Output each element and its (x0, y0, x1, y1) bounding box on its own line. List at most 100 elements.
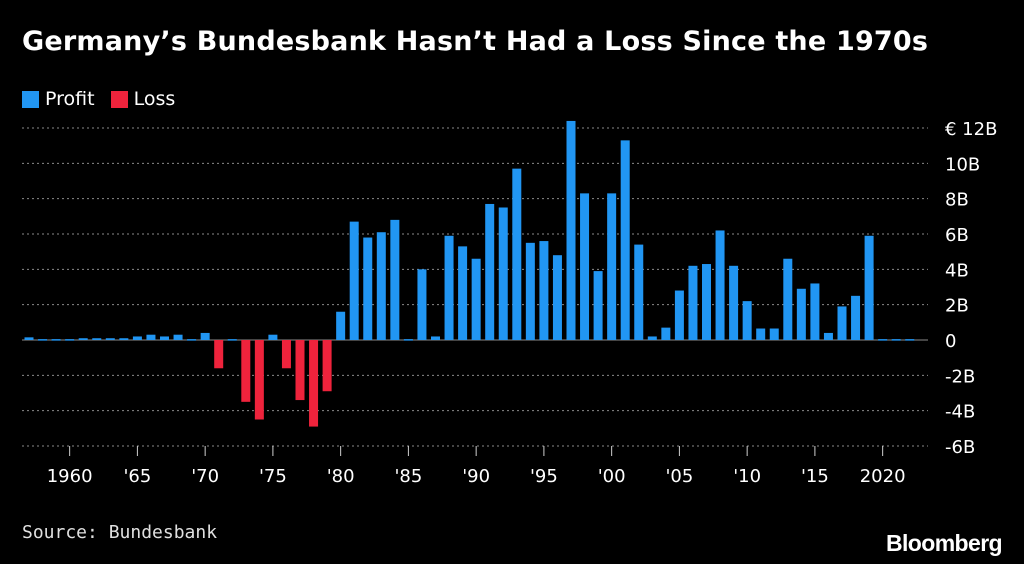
bar-1994 (525, 242, 535, 340)
bar-1990 (471, 258, 481, 340)
bar-1988 (444, 235, 454, 340)
bar-1992 (498, 207, 508, 340)
bar-1963 (105, 338, 115, 340)
bar-2005 (674, 290, 684, 340)
x-tick-label: '75 (259, 466, 287, 487)
bar-1965 (132, 336, 142, 340)
bar-2003 (647, 336, 657, 340)
bar-2015 (810, 283, 820, 340)
bar-1969 (187, 339, 197, 341)
source-note: Source: Bundesbank (22, 522, 218, 543)
y-tick-label: 0 (945, 331, 956, 352)
y-tick-label: 6B (945, 225, 969, 246)
x-tick-label: '00 (598, 466, 626, 487)
x-tick-label: '80 (327, 466, 355, 487)
y-tick-label: € 12B (945, 119, 997, 140)
legend-item-profit: Profit (22, 88, 95, 110)
bar-1967 (160, 336, 169, 340)
y-tick-label: -4B (945, 402, 975, 423)
bar-2014 (796, 288, 806, 340)
bar-1973 (241, 340, 251, 402)
bar-1974 (254, 340, 264, 420)
bar-1977 (295, 340, 305, 401)
bar-1978 (309, 340, 319, 427)
bar-1999 (593, 271, 603, 340)
bar-1971 (214, 340, 224, 369)
bar-2002 (634, 244, 644, 340)
bar-2019 (864, 235, 874, 340)
bar-2013 (783, 258, 793, 340)
bar-1982 (363, 237, 373, 340)
bar-1980 (336, 311, 346, 340)
bar-1964 (119, 338, 129, 340)
bar-1961 (78, 338, 88, 340)
bar-1986 (417, 269, 427, 340)
bar-1960 (65, 339, 75, 341)
bar-1987 (431, 336, 440, 340)
bar-2018 (851, 295, 861, 340)
bars (24, 120, 915, 427)
bar-1995 (539, 241, 549, 340)
bar-1976 (281, 340, 291, 369)
bar-1997 (566, 120, 576, 340)
x-tick-label: '70 (191, 466, 219, 487)
bar-2012 (769, 328, 779, 340)
bar-1996 (552, 255, 562, 340)
legend-label-profit: Profit (45, 88, 95, 110)
legend-item-loss: Loss (110, 88, 176, 110)
bar-1983 (376, 232, 386, 340)
bar-2006 (688, 265, 698, 340)
bar-2020 (878, 339, 888, 341)
bar-1998 (580, 193, 590, 340)
bar-2021 (891, 339, 901, 341)
x-tick-label: '05 (665, 466, 693, 487)
x-tick-label: '90 (462, 466, 490, 487)
bloomberg-logo: Bloomberg (886, 530, 1003, 556)
y-tick-label: 10B (945, 154, 980, 175)
x-tick-label: '10 (733, 466, 761, 487)
bar-2004 (661, 327, 671, 340)
bar-1958 (38, 339, 48, 341)
legend-swatch-loss (110, 90, 128, 108)
bar-2017 (837, 306, 847, 340)
bar-1981 (349, 221, 359, 340)
chart-title: Germany’s Bundesbank Hasn’t Had a Loss S… (22, 26, 929, 57)
x-axis: 1960 '65 '70 '75 '80 '85 '90 '95 '00 '05 '10 '15 202… (47, 446, 906, 487)
x-tick-label: 1960 (47, 466, 93, 487)
bar-1975 (268, 334, 278, 340)
x-tick-label: '65 (123, 466, 151, 487)
bar-1962 (92, 338, 102, 340)
bar-1984 (390, 219, 400, 340)
bar-1985 (403, 339, 413, 341)
bar-1957 (24, 337, 34, 340)
bar-2007 (702, 264, 711, 340)
bar-1968 (173, 334, 183, 340)
bar-1989 (458, 246, 468, 340)
legend: Profit Loss (22, 88, 191, 110)
bar-1979 (322, 340, 332, 392)
x-tick-label: '15 (801, 466, 829, 487)
bar-2000 (607, 193, 617, 340)
bar-1991 (485, 203, 495, 340)
bar-1970 (200, 332, 210, 340)
bar-2009 (729, 265, 739, 340)
bar-2022 (905, 339, 915, 341)
bar-2008 (715, 230, 725, 340)
bar-1993 (512, 168, 522, 340)
bar-2001 (620, 140, 630, 340)
bar-1966 (146, 334, 156, 340)
gridlines (22, 127, 928, 447)
bar-1959 (51, 339, 61, 341)
x-tick-label: 2020 (860, 466, 906, 487)
y-tick-label: 8B (945, 190, 969, 211)
y-axis: € 12B 10B 8B 6B 4B 2B 0 -2B -4B -6B (945, 119, 997, 458)
legend-label-loss: Loss (133, 88, 176, 110)
bar-1972 (227, 339, 237, 341)
bar-2011 (756, 328, 766, 340)
y-tick-label: -6B (945, 437, 975, 458)
x-tick-label: '95 (530, 466, 558, 487)
bar-2010 (742, 301, 752, 340)
y-tick-label: 2B (945, 296, 969, 317)
legend-swatch-profit (22, 90, 39, 108)
